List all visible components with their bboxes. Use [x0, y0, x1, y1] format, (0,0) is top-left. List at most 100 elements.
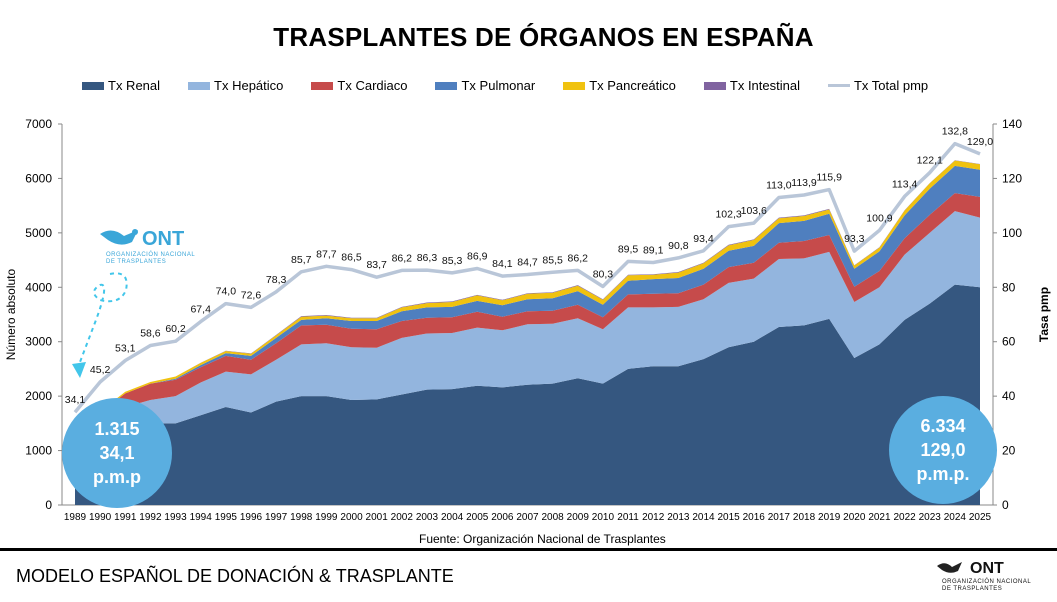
- legend-swatch-hepatico: [188, 81, 211, 90]
- area-series-tx-pulmonar: [75, 165, 980, 439]
- footer-logo-sub1: ORGANIZACIÓN NACIONAL: [942, 579, 1032, 585]
- legend-swatch-cardiaco: [311, 81, 334, 90]
- y-axis-label-right: Tasa pmp: [1037, 287, 1051, 342]
- area-series-tx-pancre-tico: [75, 160, 980, 439]
- legend-item-intestinal: Tx Intestinal: [703, 78, 800, 93]
- x-tick-label: 1996: [240, 512, 263, 523]
- logo-name: ONT: [142, 228, 185, 250]
- x-tick-label: 1992: [139, 512, 162, 523]
- x-tick-label: 2024: [944, 512, 967, 523]
- data-label-total-pmp: 102,3: [715, 209, 741, 221]
- y-axis-label-left: Número absoluto: [4, 268, 18, 360]
- dashed-arrow-decoration: [79, 272, 128, 363]
- data-label-total-pmp: 86,2: [392, 252, 413, 264]
- area-series-tx-cardiaco: [75, 193, 980, 440]
- data-label-total-pmp: 53,1: [115, 342, 136, 354]
- bubble-unit: p.m.p.: [916, 464, 970, 484]
- logo-sub2: DE TRASPLANTES: [106, 259, 167, 265]
- x-tick-label: 2015: [717, 512, 740, 523]
- ont-footer-logo-graphic: [937, 562, 962, 573]
- x-tick-label: 2025: [969, 512, 992, 523]
- data-label-total-pmp: 78,3: [266, 274, 287, 286]
- y-tick-label-right: 140: [1002, 117, 1022, 131]
- x-tick-label: 2018: [793, 512, 816, 523]
- legend-swatch-pulmonar: [435, 81, 458, 90]
- x-tick-label: 1989: [64, 512, 87, 523]
- source-note: Fuente: Organización Nacional de Traspla…: [419, 532, 666, 546]
- data-label-total-pmp: 86,3: [417, 252, 438, 264]
- data-label-total-pmp: 34,1: [65, 394, 86, 406]
- legend: Tx Renal Tx Hepático Tx Cardiaco Tx Pulm…: [82, 78, 956, 93]
- legend-label: Tx Intestinal: [729, 78, 800, 93]
- x-tick-label: 2013: [667, 512, 690, 523]
- data-label-total-pmp: 100,9: [866, 212, 892, 224]
- legend-item-renal: Tx Renal: [82, 78, 160, 93]
- x-tick-label: 2003: [416, 512, 439, 523]
- x-tick-label: 1990: [89, 512, 112, 523]
- x-tick-label: 2000: [340, 512, 363, 523]
- line-series-total-pmp: [73, 141, 981, 414]
- data-label-total-pmp: 89,5: [618, 243, 639, 255]
- data-label-total-pmp: 115,9: [816, 172, 842, 184]
- x-tick-label: 2022: [893, 512, 916, 523]
- x-tick-label: 2012: [642, 512, 665, 523]
- footer-logo-sub2: DE TRASPLANTES: [942, 586, 1003, 592]
- data-label-total-pmp: 93,4: [693, 233, 714, 245]
- x-tick-label: 2019: [818, 512, 841, 523]
- legend-label: Tx Total pmp: [853, 78, 929, 93]
- footer-divider: [0, 548, 1057, 551]
- arrow-head-icon: [72, 362, 86, 378]
- legend-item-hepatico: Tx Hepático: [188, 78, 283, 93]
- x-tick-label: 2011: [617, 512, 639, 523]
- y-tick-label-left: 6000: [25, 171, 52, 185]
- x-tick-label: 1999: [315, 512, 338, 523]
- bubble-rate: 34,1: [99, 443, 135, 463]
- ont-footer-logo: ONT ORGANIZACIÓN NACIONAL DE TRASPLANTES: [936, 560, 1036, 594]
- x-tick-label: 2007: [516, 512, 539, 523]
- data-label-total-pmp: 45,2: [90, 364, 111, 376]
- legend-item-cardiaco: Tx Cardiaco: [311, 78, 407, 93]
- data-label-total-pmp: 84,1: [492, 258, 513, 270]
- legend-item-pulmonar: Tx Pulmonar: [435, 78, 535, 93]
- legend-item-total-pmp: Tx Total pmp: [827, 78, 929, 93]
- data-label-total-pmp: 113,9: [791, 177, 817, 189]
- footer-logo-name: ONT: [970, 560, 1004, 577]
- bubble-1989: 1.315 34,1 p.m.p: [62, 398, 172, 508]
- x-tick-label: 2010: [592, 512, 615, 523]
- data-label-total-pmp: 86,5: [341, 252, 362, 264]
- legend-item-pancreatico: Tx Pancreático: [563, 78, 676, 93]
- x-tick-label: 2008: [542, 512, 565, 523]
- data-label-total-pmp: 122,1: [917, 155, 943, 167]
- x-tick-label: 2009: [567, 512, 590, 523]
- legend-label: Tx Cardiaco: [337, 78, 408, 93]
- x-tick-label: 2016: [743, 512, 766, 523]
- data-label-total-pmp: 80,3: [593, 268, 614, 280]
- x-tick-label: 1997: [265, 512, 288, 523]
- x-tick-label: 1991: [114, 512, 137, 523]
- data-label-total-pmp: 60,2: [165, 323, 186, 335]
- x-tick-label: 2006: [491, 512, 514, 523]
- x-tick-label: 2021: [868, 512, 891, 523]
- data-label-total-pmp: 85,7: [291, 254, 312, 266]
- x-tick-label: 1995: [215, 512, 238, 523]
- data-label-total-pmp: 89,1: [643, 245, 664, 257]
- footer-title: MODELO ESPAÑOL DE DONACIÓN & TRASPLANTE: [16, 566, 454, 586]
- x-tick-label: 2004: [441, 512, 464, 523]
- data-label-total-pmp: 93,3: [844, 233, 865, 245]
- data-label-total-pmp: 83,7: [366, 259, 387, 271]
- legend-swatch-intestinal: [703, 81, 726, 90]
- legend-label: Tx Hepático: [214, 78, 284, 93]
- y-tick-label-left: 5000: [25, 226, 52, 240]
- x-tick-label: 1993: [164, 512, 187, 523]
- data-label-total-pmp: 58,6: [140, 328, 161, 340]
- bubble-value: 1.315: [94, 419, 140, 439]
- data-label-total-pmp: 86,2: [568, 252, 589, 264]
- y-tick-label-right: 0: [1002, 498, 1009, 512]
- y-tick-label-left: 2000: [25, 389, 52, 403]
- data-label-total-pmp: 113,0: [766, 179, 792, 191]
- data-label-total-pmp: 86,9: [467, 251, 488, 263]
- legend-label: Tx Pulmonar: [461, 78, 536, 93]
- bubble-unit: p.m.p: [93, 467, 141, 487]
- area-series-tx-hep-tico: [75, 211, 980, 448]
